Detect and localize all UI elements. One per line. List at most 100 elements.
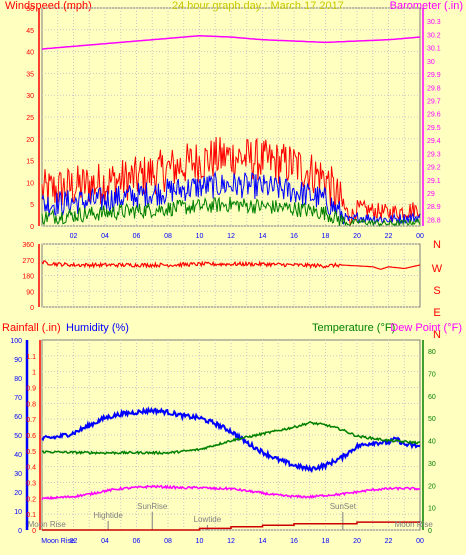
rainfall-tick-label: 0.3 bbox=[26, 481, 36, 488]
x-tick-label: 20 bbox=[353, 233, 361, 240]
windspeed-tick-label: 20 bbox=[26, 137, 34, 144]
compass-label: N bbox=[433, 329, 441, 341]
x-tick-label: 00 bbox=[416, 233, 424, 240]
wind-direction-line bbox=[41, 260, 421, 270]
temperature-tick-label: 60 bbox=[428, 394, 436, 401]
compass-label: W bbox=[432, 263, 443, 275]
humidity-tick-label: 90 bbox=[14, 357, 22, 364]
x-tick-label: 22 bbox=[385, 233, 393, 240]
wind-low-line bbox=[41, 196, 421, 228]
windspeed-axis-title: Windspeed (mph) bbox=[5, 0, 92, 12]
rainfall-tick-label: 1.1 bbox=[26, 354, 36, 361]
direction-tick-label: 360 bbox=[22, 242, 34, 249]
annotation-label: SunRise bbox=[137, 502, 168, 511]
x-tick-label: 02 bbox=[70, 233, 78, 240]
windspeed-tick-label: 45 bbox=[26, 28, 34, 35]
barometer-tick-label: 28.8 bbox=[427, 217, 441, 224]
compass-label: N bbox=[433, 239, 441, 251]
rainfall-tick-label: 1 bbox=[32, 370, 36, 377]
windspeed-tick-label: 15 bbox=[26, 159, 34, 166]
barometer-tick-label: 29.2 bbox=[427, 165, 441, 172]
x-tick-label: 20 bbox=[353, 538, 361, 545]
windspeed-tick-label: 25 bbox=[26, 115, 34, 122]
annotation-label: Moon Rise bbox=[28, 520, 67, 529]
temperature-tick-label: 70 bbox=[428, 372, 436, 379]
windspeed-tick-label: 50 bbox=[26, 6, 34, 13]
temperature-tick-label: 20 bbox=[428, 483, 436, 490]
humidity-tick-label: 30 bbox=[14, 471, 22, 478]
x-tick-label: 12 bbox=[227, 538, 235, 545]
humidity-tick-label: 100 bbox=[10, 338, 22, 345]
x-tick-label: 08 bbox=[164, 233, 172, 240]
rainfall-axis-title: Rainfall (.in) bbox=[2, 322, 61, 334]
temperature-line bbox=[41, 421, 421, 456]
temperature-tick-label: 80 bbox=[428, 349, 436, 356]
rainfall-tick-label: 0.7 bbox=[26, 417, 36, 424]
annotation-label: Lowtide bbox=[194, 515, 222, 524]
barometer-tick-label: 30.3 bbox=[427, 19, 441, 26]
temperature-tick-label: 40 bbox=[428, 439, 436, 446]
compass-label: S bbox=[433, 285, 440, 297]
barometer-tick-label: 30 bbox=[427, 59, 435, 66]
direction-tick-label: 180 bbox=[22, 274, 34, 281]
wind-average-line bbox=[41, 170, 421, 226]
x-tick-label: 14 bbox=[259, 538, 267, 545]
rainfall-tick-label: 0.1 bbox=[26, 512, 36, 519]
rainfall-tick-label: 0.5 bbox=[26, 449, 36, 456]
barometer-line bbox=[41, 34, 421, 50]
wind-gust-line bbox=[41, 137, 421, 227]
rainfall-tick-label: 0.6 bbox=[26, 433, 36, 440]
barometer-tick-label: 29 bbox=[427, 191, 435, 198]
x-tick-label: 16 bbox=[290, 538, 298, 545]
humidity-tick-label: 40 bbox=[14, 452, 22, 459]
temperature-tick-label: 50 bbox=[428, 416, 436, 423]
barometer-tick-label: 30.2 bbox=[427, 32, 441, 39]
temperature-axis-title: Temperature (°F) bbox=[312, 322, 395, 334]
windspeed-tick-label: 40 bbox=[26, 50, 34, 57]
rainfall-tick-label: 0.4 bbox=[26, 465, 36, 472]
barometer-tick-label: 29.9 bbox=[427, 72, 441, 79]
humidity-tick-label: 50 bbox=[14, 433, 22, 440]
humidity-tick-label: 80 bbox=[14, 376, 22, 383]
barometer-tick-label: 30.1 bbox=[427, 46, 441, 53]
x-tick-label: 18 bbox=[322, 538, 330, 545]
barometer-tick-label: 29.7 bbox=[427, 98, 441, 105]
x-tick-label: 04 bbox=[101, 233, 109, 240]
x-tick-label: 10 bbox=[196, 538, 204, 545]
temperature-tick-label: 10 bbox=[428, 506, 436, 513]
x-tick-label: 06 bbox=[133, 233, 141, 240]
humidity-tick-label: 60 bbox=[14, 414, 22, 421]
x-tick-label: 14 bbox=[259, 233, 267, 240]
humidity-axis-title: Humidity (%) bbox=[66, 322, 129, 334]
barometer-tick-label: 29.8 bbox=[427, 85, 441, 92]
rainfall-tick-label: 0.8 bbox=[26, 401, 36, 408]
windspeed-tick-label: 0 bbox=[30, 224, 34, 231]
dew-point-line bbox=[41, 484, 421, 501]
x-tick-label: Moon Rise bbox=[41, 538, 75, 545]
windspeed-tick-label: 30 bbox=[26, 93, 34, 100]
x-tick-label: 02 bbox=[70, 538, 78, 545]
x-tick-label: 22 bbox=[385, 538, 393, 545]
humidity-tick-label: 10 bbox=[14, 509, 22, 516]
rainfall-tick-label: 0.9 bbox=[26, 386, 36, 393]
barometer-tick-label: 29.4 bbox=[427, 138, 441, 145]
direction-tick-label: 90 bbox=[26, 289, 34, 296]
humidity-tick-label: 70 bbox=[14, 395, 22, 402]
barometer-tick-label: 29.3 bbox=[427, 151, 441, 158]
x-tick-label: 12 bbox=[227, 233, 235, 240]
temperature-tick-label: 0 bbox=[428, 528, 432, 535]
direction-tick-label: 0 bbox=[30, 305, 34, 312]
rainfall-line bbox=[42, 521, 420, 531]
x-tick-label: 04 bbox=[101, 538, 109, 545]
windspeed-tick-label: 10 bbox=[26, 180, 34, 187]
chart-title: 24 hour graph day : March 17 2017 bbox=[172, 0, 344, 12]
compass-label: E bbox=[433, 307, 440, 319]
annotation-label: Moon Rise bbox=[395, 520, 434, 529]
dew-point-axis-title: Dew Point (°F) bbox=[390, 322, 462, 334]
temperature-tick-label: 30 bbox=[428, 461, 436, 468]
barometer-tick-label: 29.6 bbox=[427, 112, 441, 119]
x-tick-label: 10 bbox=[196, 233, 204, 240]
direction-tick-label: 270 bbox=[22, 258, 34, 265]
annotation-label: Hightide bbox=[93, 511, 123, 520]
